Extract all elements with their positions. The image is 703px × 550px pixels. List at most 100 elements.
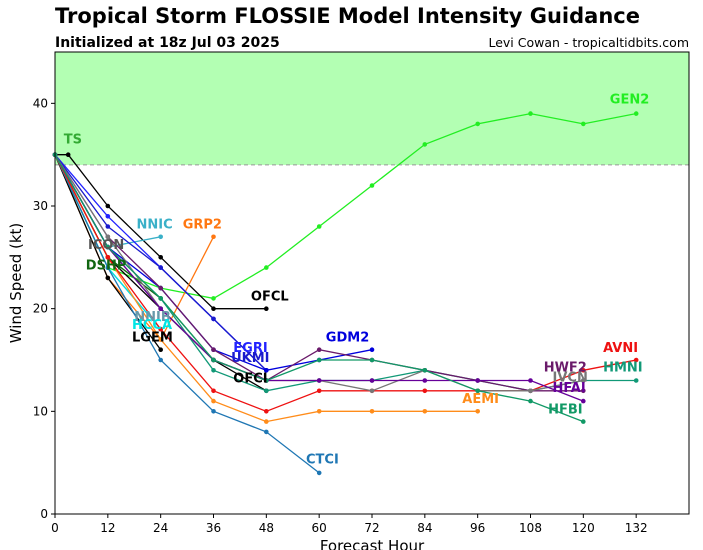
data-point-grp2 (211, 234, 216, 240)
x-tick-label: 48 (259, 521, 274, 535)
data-point-ctci (264, 429, 269, 435)
data-point-aemi (264, 419, 269, 424)
x-axis-ticks: 0 12 24 36 48 60 72 84 96 108 120 132 (51, 514, 648, 535)
tropical-storm-shade (55, 52, 689, 165)
data-point-ivcn (528, 388, 533, 394)
data-point-lgem (105, 275, 111, 281)
data-point-hfai (158, 306, 163, 312)
data-point-hmni (264, 388, 269, 394)
data-point-avni (422, 388, 428, 394)
data-point-hfbi (475, 388, 481, 394)
series-label-hmni: HMNI (603, 360, 643, 375)
y-tick-label: 10 (33, 404, 48, 418)
data-point-aemi (316, 409, 322, 414)
data-point-ivcn (369, 388, 375, 394)
data-point-lgem (158, 347, 163, 353)
data-point-hfai (528, 378, 533, 383)
data-point-ctci (211, 409, 216, 414)
data-point-ctci (105, 265, 111, 270)
data-point-hfbi (158, 296, 163, 301)
data-point-hfbi (369, 357, 375, 363)
series-label-nnic: NNIC (137, 218, 173, 233)
data-point-avni (633, 357, 639, 363)
data-point-avni (158, 326, 163, 332)
data-point-hfai (581, 398, 586, 404)
y-axis-ticks: 0 10 20 30 40 (33, 96, 55, 521)
data-point-hfai (422, 378, 428, 383)
series-label-hwf2: HWF2 (544, 360, 587, 375)
series-label-ofcl: OFCL (251, 290, 289, 305)
data-point-hwf2 (158, 285, 163, 291)
data-point-hfbi (528, 398, 533, 404)
series-avni (52, 152, 639, 414)
data-point-hfai (475, 378, 481, 383)
x-tick-label: 96 (470, 521, 485, 535)
x-tick-label: 0 (51, 521, 59, 535)
data-point-aemi (158, 337, 163, 342)
data-point-hmni (211, 368, 216, 373)
series-ctci (52, 152, 322, 476)
data-point-aemi (422, 409, 428, 414)
x-tick-label: 12 (100, 521, 115, 535)
series-label-grp2: GRP2 (183, 218, 222, 233)
chart-title: Tropical Storm FLOSSIE Model Intensity G… (55, 4, 640, 28)
y-tick-label: 30 (33, 199, 48, 213)
series-label-hfai: HFAI (553, 381, 586, 396)
x-tick-label: 108 (519, 521, 542, 535)
x-tick-label: 24 (153, 521, 168, 535)
data-point-gdm2 (369, 347, 375, 353)
series-label-nnib: NNIB (134, 310, 171, 325)
data-point-hfai (316, 378, 322, 383)
x-tick-label: 60 (312, 521, 327, 535)
x-tick-label: 132 (625, 521, 648, 535)
series-hwf2 (52, 152, 586, 394)
x-tick-label: 36 (206, 521, 221, 535)
series-label-ofci: OFCI (233, 372, 267, 387)
series-label-ukmi: UKMI (231, 351, 269, 366)
series-line-avni (54, 154, 637, 412)
data-point-aemi (369, 409, 375, 414)
data-point-hfbi (105, 244, 111, 250)
data-point-ofcl (264, 306, 269, 312)
series-label-gdm2: GDM2 (326, 331, 369, 346)
series-line-ctci (54, 154, 320, 474)
data-point-hfbi (422, 368, 428, 373)
data-point-hwf2 (316, 347, 322, 353)
data-point-ctci (158, 357, 163, 363)
data-point-ofcl (211, 306, 216, 312)
data-point-avni (105, 254, 111, 260)
series-label-dshp: DSHP (86, 259, 127, 274)
data-point-nnic (158, 234, 163, 240)
data-point-gen2 (475, 121, 481, 127)
data-point-gen2 (633, 111, 639, 116)
data-point-hwf2 (581, 388, 586, 394)
data-point-ukmi (211, 316, 216, 322)
data-point-egri (105, 214, 111, 219)
data-point-ofcl (158, 254, 163, 260)
data-point-ofcl (65, 152, 71, 157)
data-point-gen2 (316, 224, 322, 229)
series-label-hfbi: HFBI (548, 402, 583, 417)
series-label-hcca: HCCA (132, 318, 172, 333)
y-tick-label: 20 (33, 302, 48, 316)
chart-credit: Levi Cowan - tropicaltidbits.com (488, 35, 689, 50)
data-point-hfbi (316, 357, 322, 363)
data-point-avni (316, 388, 322, 394)
series-lines (52, 111, 639, 476)
data-point-hmni (633, 378, 639, 383)
x-tick-label: 72 (364, 521, 379, 535)
series-hfbi (52, 152, 586, 424)
series-label-icon: ICON (88, 238, 124, 253)
data-point-gdm2 (264, 368, 269, 373)
data-point-hfbi (581, 419, 586, 424)
data-point-gen2 (422, 142, 428, 147)
data-point-gen2 (264, 265, 269, 270)
y-tick-label: 0 (40, 507, 48, 521)
data-point-aemi (211, 398, 216, 404)
data-point-ukmi (158, 265, 163, 270)
data-point-hfbi (264, 378, 269, 383)
x-tick-label: 120 (572, 521, 595, 535)
data-point-avni (211, 388, 216, 394)
